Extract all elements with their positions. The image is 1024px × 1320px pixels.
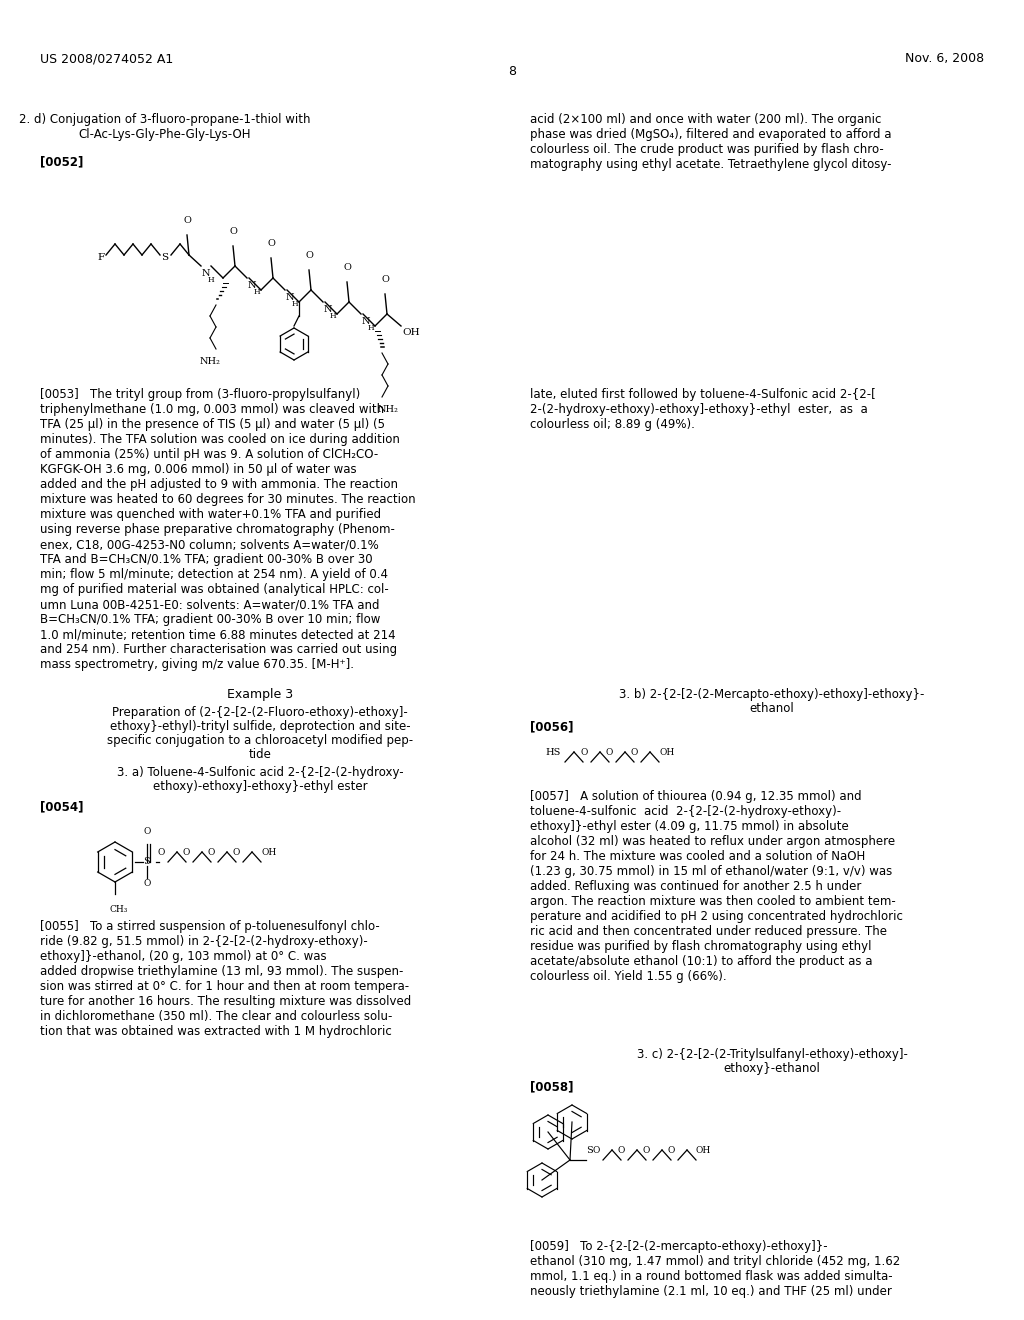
Text: ethoxy)-ethoxy]-ethoxy}-ethyl ester: ethoxy)-ethoxy]-ethoxy}-ethyl ester <box>153 780 368 793</box>
Text: O: O <box>158 847 165 857</box>
Text: Cl-Ac-Lys-Gly-Phe-Gly-Lys-OH: Cl-Ac-Lys-Gly-Phe-Gly-Lys-OH <box>79 128 251 141</box>
Text: Preparation of (2-{2-[2-(2-Fluoro-ethoxy)-ethoxy]-: Preparation of (2-{2-[2-(2-Fluoro-ethoxy… <box>112 706 408 719</box>
Text: NH₂: NH₂ <box>378 405 398 414</box>
Text: ethoxy}-ethanol: ethoxy}-ethanol <box>724 1063 820 1074</box>
Text: O: O <box>207 847 215 857</box>
Text: O: O <box>183 216 190 224</box>
Text: 3. c) 2-{2-[2-(2-Tritylsulfanyl-ethoxy)-ethoxy]-: 3. c) 2-{2-[2-(2-Tritylsulfanyl-ethoxy)-… <box>637 1048 907 1061</box>
Text: H: H <box>208 276 215 284</box>
Text: N: N <box>324 305 333 314</box>
Text: [0058]: [0058] <box>530 1080 573 1093</box>
Text: S: S <box>586 1146 593 1155</box>
Text: N: N <box>248 281 256 290</box>
Text: Nov. 6, 2008: Nov. 6, 2008 <box>905 51 984 65</box>
Text: OH: OH <box>261 847 276 857</box>
Text: N: N <box>362 317 371 326</box>
Text: Example 3: Example 3 <box>227 688 293 701</box>
Text: O: O <box>267 239 274 248</box>
Text: O: O <box>668 1146 675 1155</box>
Text: ethoxy}-ethyl)-trityl sulfide, deprotection and site-: ethoxy}-ethyl)-trityl sulfide, deprotect… <box>110 719 411 733</box>
Text: OH: OH <box>696 1146 712 1155</box>
Text: CH₃: CH₃ <box>109 906 127 913</box>
Text: OH: OH <box>659 748 674 756</box>
Text: O: O <box>143 879 151 888</box>
Text: O: O <box>229 227 237 236</box>
Text: N: N <box>286 293 295 302</box>
Text: H: H <box>368 323 375 333</box>
Text: O: O <box>343 263 351 272</box>
Text: H: H <box>292 300 299 308</box>
Text: O: O <box>631 748 638 756</box>
Text: US 2008/0274052 A1: US 2008/0274052 A1 <box>40 51 173 65</box>
Text: NH₂: NH₂ <box>200 356 220 366</box>
Text: 3. a) Toluene-4-Sulfonic acid 2-{2-[2-(2-hydroxy-: 3. a) Toluene-4-Sulfonic acid 2-{2-[2-(2… <box>117 766 403 779</box>
Text: [0059]   To 2-{2-[2-(2-mercapto-ethoxy)-ethoxy]}-
ethanol (310 mg, 1.47 mmol) an: [0059] To 2-{2-[2-(2-mercapto-ethoxy)-et… <box>530 1239 900 1298</box>
Text: tide: tide <box>249 748 271 762</box>
Text: [0055]   To a stirred suspension of p-toluenesulfonyl chlo-
ride (9.82 g, 51.5 m: [0055] To a stirred suspension of p-tolu… <box>40 920 412 1038</box>
Text: O: O <box>182 847 189 857</box>
Text: [0052]: [0052] <box>40 154 83 168</box>
Text: O: O <box>617 1146 625 1155</box>
Text: O: O <box>592 1146 600 1155</box>
Text: [0053]   The trityl group from (3-fluoro-propylsulfanyl)
triphenylmethane (1.0 m: [0053] The trityl group from (3-fluoro-p… <box>40 388 416 671</box>
Text: O: O <box>305 251 313 260</box>
Text: H: H <box>330 312 337 319</box>
Text: O: O <box>232 847 240 857</box>
Text: S: S <box>161 253 168 261</box>
Text: OH: OH <box>402 327 420 337</box>
Text: [0056]: [0056] <box>530 719 573 733</box>
Text: [0057]   A solution of thiourea (0.94 g, 12.35 mmol) and
toluene-4-sulfonic  aci: [0057] A solution of thiourea (0.94 g, 1… <box>530 789 903 983</box>
Text: acid (2×100 ml) and once with water (200 ml). The organic
phase was dried (MgSO₄: acid (2×100 ml) and once with water (200… <box>530 114 892 172</box>
Text: 8: 8 <box>508 65 516 78</box>
Text: ethanol: ethanol <box>750 702 795 715</box>
Text: S: S <box>143 857 150 866</box>
Text: F: F <box>98 253 105 261</box>
Text: specific conjugation to a chloroacetyl modified pep-: specific conjugation to a chloroacetyl m… <box>106 734 413 747</box>
Text: [0054]: [0054] <box>40 800 84 813</box>
Text: O: O <box>381 275 389 284</box>
Text: O: O <box>605 748 612 756</box>
Text: O: O <box>642 1146 649 1155</box>
Text: late, eluted first followed by toluene-4-Sulfonic acid 2-{2-[
2-(2-hydroxy-ethox: late, eluted first followed by toluene-4… <box>530 388 876 432</box>
Text: N: N <box>202 269 211 279</box>
Text: 3. b) 2-{2-[2-(2-Mercapto-ethoxy)-ethoxy]-ethoxy}-: 3. b) 2-{2-[2-(2-Mercapto-ethoxy)-ethoxy… <box>620 688 925 701</box>
Text: O: O <box>143 828 151 836</box>
Text: 2. d) Conjugation of 3-fluoro-propane-1-thiol with: 2. d) Conjugation of 3-fluoro-propane-1-… <box>19 114 310 125</box>
Text: O: O <box>581 748 588 756</box>
Text: H: H <box>254 288 261 296</box>
Text: HS: HS <box>545 748 560 756</box>
